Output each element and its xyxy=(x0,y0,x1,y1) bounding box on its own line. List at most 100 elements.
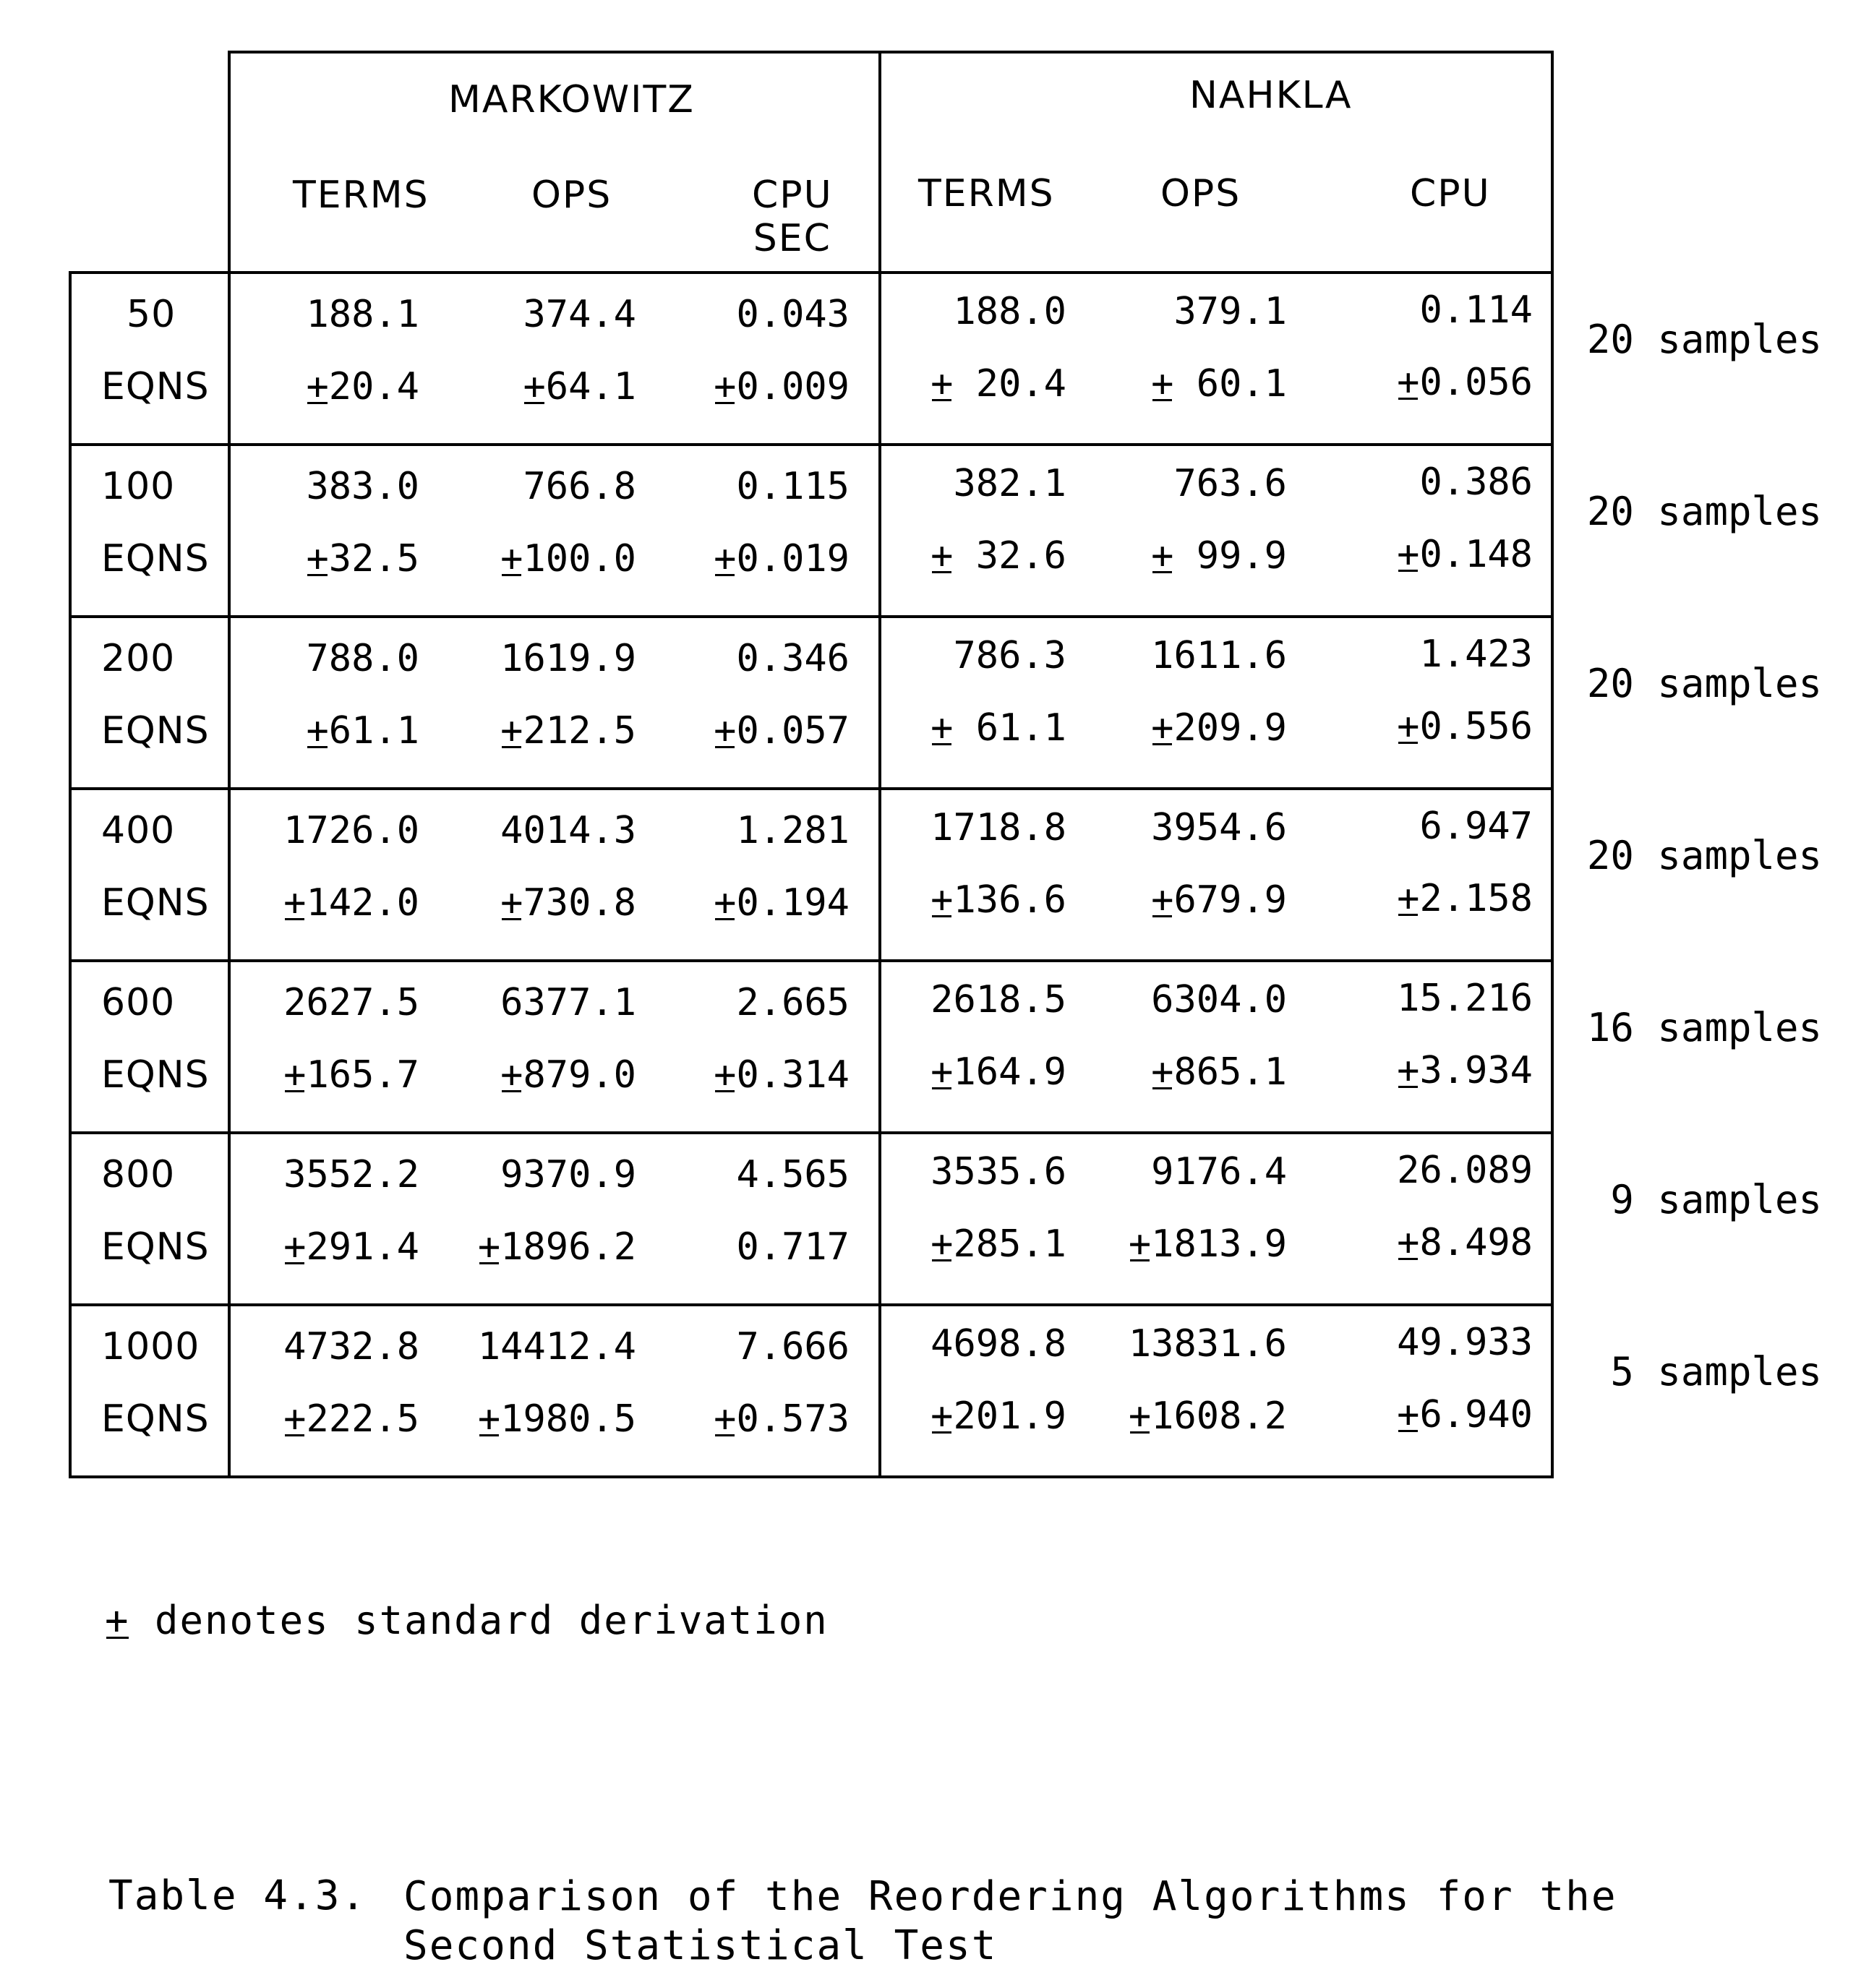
row-size-label: 200 xyxy=(101,637,176,680)
row-divider xyxy=(69,615,1554,618)
plus-minus-symbol: + xyxy=(930,1394,954,1438)
nahkla-cpu-mean: 49.933 xyxy=(1397,1321,1533,1364)
markowitz-cpu-mean: 0.346 xyxy=(736,637,850,680)
nahkla-cpu-mean: 15.216 xyxy=(1397,977,1533,1020)
std-dev-value: 64.1 xyxy=(545,365,636,408)
plus-minus-symbol: + xyxy=(930,1050,954,1094)
nahkla-ops-sd: +209.9 xyxy=(1077,706,1287,750)
sample-count-note: 20 samples xyxy=(1586,317,1822,362)
std-dev-value: 291.4 xyxy=(306,1225,419,1269)
markowitz-ops-mean: 374.4 xyxy=(523,293,636,336)
nahkla-terms-sd: + 32.6 xyxy=(857,534,1066,578)
nahkla-terms-mean: 4698.8 xyxy=(930,1322,1066,1366)
std-dev-value: 879.0 xyxy=(523,1053,636,1097)
plus-minus-symbol: + xyxy=(500,1053,523,1097)
sample-count-note: 5 samples xyxy=(1610,1349,1822,1394)
row-size-label: 800 xyxy=(101,1153,176,1196)
nahkla-ops-mean: 763.6 xyxy=(1173,462,1287,505)
plus-minus-symbol: + xyxy=(105,1598,130,1643)
plus-minus-symbol: + xyxy=(283,1397,307,1441)
markowitz-cpu-mean: 1.281 xyxy=(736,809,850,852)
markowitz-terms-sd: +291.4 xyxy=(210,1225,419,1269)
label-column-divider xyxy=(228,51,231,1475)
nahkla-ops-mean: 13831.6 xyxy=(1128,1322,1287,1366)
markowitz-ops-sd: +1896.2 xyxy=(427,1225,636,1269)
nahkla-cpu-mean: 1.423 xyxy=(1419,633,1533,676)
markowitz-ops-mean: 6377.1 xyxy=(500,981,636,1024)
row-size-label: 1000 xyxy=(101,1325,200,1368)
std-dev-value: 3.934 xyxy=(1419,1049,1533,1092)
plus-minus-symbol: + xyxy=(1397,1049,1420,1092)
column-header-ops: OPS xyxy=(531,173,612,217)
row-size-label: 600 xyxy=(101,981,176,1024)
nahkla-terms-mean: 1718.8 xyxy=(930,806,1066,849)
nahkla-terms-sd: + 61.1 xyxy=(857,706,1066,750)
row-divider xyxy=(69,959,1554,962)
table-bottom-border xyxy=(69,1475,1554,1478)
group-divider xyxy=(878,51,881,1478)
std-dev-value: 61.1 xyxy=(328,709,419,753)
std-dev-value: 1980.5 xyxy=(500,1397,636,1441)
plus-minus-symbol: + xyxy=(1397,533,1420,576)
nahkla-cpu-mean: 26.089 xyxy=(1397,1149,1533,1192)
row-unit-label: EQNS xyxy=(101,881,210,925)
nahkla-terms-mean: 188.0 xyxy=(953,290,1066,333)
std-dev-value: 8.498 xyxy=(1419,1221,1533,1264)
row-size-label: 50 xyxy=(127,293,176,336)
row-divider xyxy=(69,271,1554,274)
nahkla-terms-mean: 382.1 xyxy=(953,462,1066,505)
plus-minus-symbol: + xyxy=(930,1222,954,1266)
plus-minus-symbol: + xyxy=(500,709,523,753)
plus-minus-symbol: + xyxy=(1151,1050,1174,1094)
row-unit-label: EQNS xyxy=(101,1053,210,1097)
plus-minus-symbol: + xyxy=(306,709,329,753)
markowitz-cpu-sd: +0.194 xyxy=(640,881,850,925)
std-dev-value: 20.4 xyxy=(328,365,419,408)
std-dev-value: 1608.2 xyxy=(1151,1394,1287,1438)
plus-minus-symbol: + xyxy=(714,1397,737,1441)
row-unit-label: EQNS xyxy=(101,709,210,753)
plus-minus-symbol: + xyxy=(1151,534,1174,578)
footnote: + denotes standard derivation xyxy=(105,1598,829,1643)
plus-minus-symbol: + xyxy=(1397,1393,1420,1436)
markowitz-ops-mean: 766.8 xyxy=(523,465,636,508)
group-header-nahkla: NAHKLA xyxy=(1189,74,1353,117)
nahkla-cpu-sd: +0.056 xyxy=(1323,361,1533,404)
std-dev-value: 32.6 xyxy=(953,534,1066,578)
markowitz-terms-sd: +20.4 xyxy=(210,365,419,408)
plus-minus-symbol: + xyxy=(714,365,737,408)
row-unit-label: EQNS xyxy=(101,1225,210,1269)
markowitz-cpu-sd: +0.057 xyxy=(640,709,850,753)
sample-count-note: 20 samples xyxy=(1586,661,1822,706)
nahkla-cpu-sd: +0.148 xyxy=(1323,533,1533,576)
row-unit-label: EQNS xyxy=(101,365,210,408)
nahkla-terms-sd: + 20.4 xyxy=(857,362,1066,406)
plus-minus-symbol: + xyxy=(714,709,737,753)
markowitz-cpu-mean: 2.665 xyxy=(736,981,850,1024)
column-header-terms: TERMS xyxy=(293,173,429,217)
plus-minus-symbol: + xyxy=(477,1397,501,1441)
plus-minus-symbol: + xyxy=(306,365,329,408)
markowitz-terms-sd: +165.7 xyxy=(210,1053,419,1097)
std-dev-value: 6.940 xyxy=(1419,1393,1533,1436)
row-size-label: 400 xyxy=(101,809,176,852)
markowitz-cpu-sd: +0.009 xyxy=(640,365,850,408)
plus-minus-symbol: + xyxy=(714,537,737,580)
std-dev-value: 865.1 xyxy=(1173,1050,1287,1094)
plus-minus-symbol: + xyxy=(523,365,546,408)
std-dev-value: 1896.2 xyxy=(500,1225,636,1269)
sample-count-note: 9 samples xyxy=(1610,1177,1822,1222)
nahkla-terms-mean: 2618.5 xyxy=(930,978,1066,1021)
markowitz-terms-mean: 4732.8 xyxy=(283,1325,419,1368)
plus-minus-symbol: + xyxy=(714,881,737,925)
plus-minus-symbol: + xyxy=(930,534,954,578)
nahkla-ops-mean: 6304.0 xyxy=(1151,978,1287,1021)
plus-minus-symbol: + xyxy=(930,362,954,406)
markowitz-terms-mean: 3552.2 xyxy=(283,1153,419,1196)
std-dev-value: 61.1 xyxy=(953,706,1066,750)
row-divider xyxy=(69,1131,1554,1134)
plus-minus-symbol: + xyxy=(714,1053,737,1097)
plus-minus-symbol: + xyxy=(1397,705,1420,748)
std-dev-value: 0.314 xyxy=(736,1053,850,1097)
markowitz-cpu-mean: 7.666 xyxy=(736,1325,850,1368)
